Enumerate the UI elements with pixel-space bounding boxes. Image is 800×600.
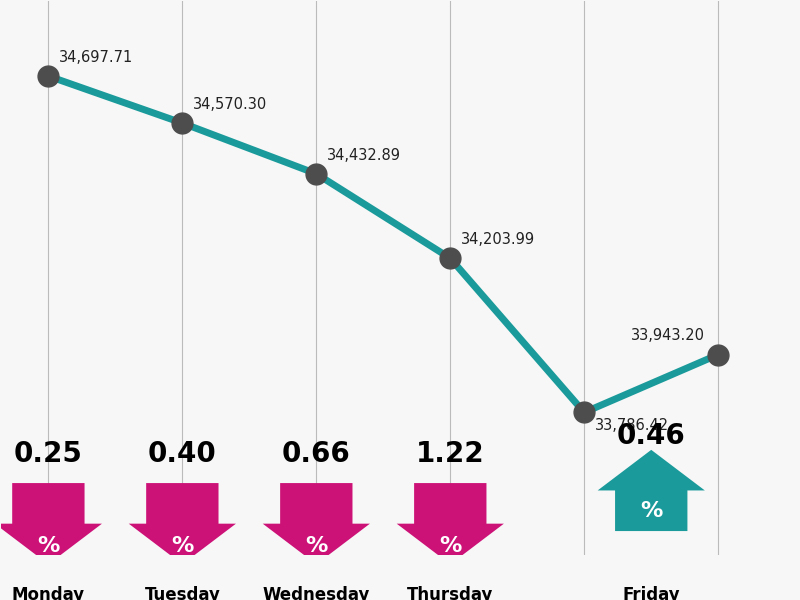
- Text: %: %: [171, 536, 194, 556]
- Text: %: %: [305, 536, 327, 556]
- Text: 34,697.71: 34,697.71: [59, 50, 134, 65]
- Polygon shape: [598, 450, 705, 531]
- Text: Wednesday: Wednesday: [262, 586, 370, 600]
- Text: Tuesday: Tuesday: [145, 586, 220, 600]
- Text: 0.40: 0.40: [148, 440, 217, 469]
- Text: 0.46: 0.46: [617, 422, 686, 450]
- Text: 0.25: 0.25: [14, 440, 83, 469]
- Text: 34,570.30: 34,570.30: [193, 97, 267, 112]
- Text: %: %: [439, 536, 462, 556]
- Text: %: %: [640, 501, 662, 521]
- Text: Thursday: Thursday: [407, 586, 494, 600]
- Text: 34,203.99: 34,203.99: [461, 232, 535, 247]
- Text: 34,432.89: 34,432.89: [327, 148, 401, 163]
- Polygon shape: [129, 483, 236, 564]
- Text: 33,943.20: 33,943.20: [631, 328, 705, 343]
- Text: 0.66: 0.66: [282, 440, 350, 469]
- Polygon shape: [262, 483, 370, 564]
- Text: 1.22: 1.22: [416, 440, 485, 469]
- Text: Monday: Monday: [12, 586, 85, 600]
- Text: 33,786.42: 33,786.42: [595, 418, 669, 433]
- Polygon shape: [0, 483, 102, 564]
- Text: %: %: [37, 536, 59, 556]
- Polygon shape: [397, 483, 504, 564]
- Text: Friday: Friday: [622, 586, 680, 600]
